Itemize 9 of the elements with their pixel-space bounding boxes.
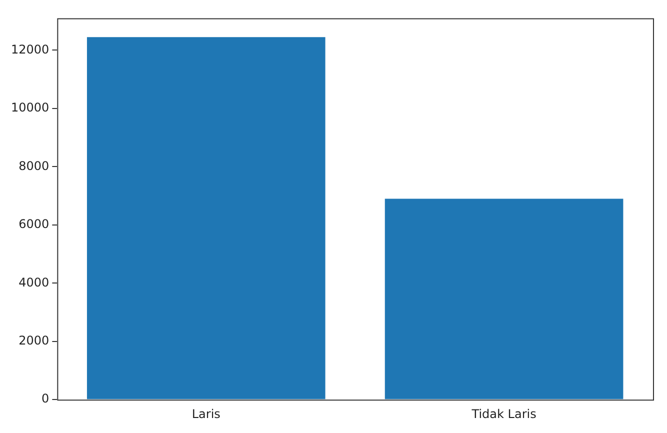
x-tick-label: Tidak Laris — [470, 406, 536, 421]
y-tick-label: 10000 — [10, 100, 50, 115]
y-tick-label: 2000 — [18, 333, 50, 348]
x-tick-label: Laris — [192, 406, 220, 421]
y-tick-label: 8000 — [18, 158, 50, 173]
y-tick-label: 4000 — [18, 275, 50, 290]
y-tick-label: 6000 — [18, 217, 50, 232]
y-tick-label: 0 — [42, 392, 50, 406]
y-tick-label: 12000 — [10, 42, 50, 56]
